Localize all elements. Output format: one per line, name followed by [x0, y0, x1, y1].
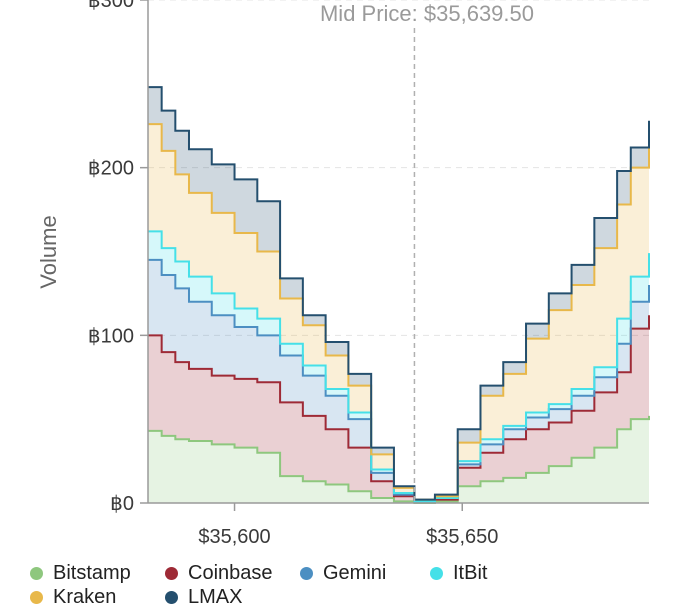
axis-ticks: ฿0 ฿100 ฿200 ฿300 $35,600 $35,650 [88, 0, 498, 548]
x-tick-label: $35,650 [426, 526, 498, 548]
legend-dot-icon [30, 566, 43, 580]
y-tick-label: ฿200 [88, 158, 134, 180]
legend-label: Kraken [53, 585, 117, 608]
legend-item-lmax[interactable]: LMAX [165, 585, 242, 609]
legend-dot-icon [165, 566, 178, 580]
area-bitstamp [148, 415, 649, 503]
line-lmax [148, 86, 650, 501]
legend-item-coinbase[interactable]: Coinbase [165, 561, 273, 585]
legend-dot-icon [300, 566, 313, 580]
x-tick-label: $35,600 [198, 526, 270, 548]
line-coinbase [148, 315, 650, 503]
y-axis-label: Volume [36, 215, 61, 288]
legend-dot-icon [165, 590, 178, 604]
legend-label: Bitstamp [53, 561, 131, 584]
legend-item-kraken[interactable]: Kraken [30, 585, 116, 609]
series-lines [148, 86, 650, 504]
legend-dot-icon [30, 590, 43, 604]
legend-item-itbit[interactable]: ItBit [430, 561, 487, 585]
y-tick-label: ฿300 [88, 0, 134, 12]
mid-price-label: Mid Price: $35,639.50 [320, 1, 534, 26]
y-tick-label: ฿100 [88, 325, 134, 347]
legend-label: Gemini [323, 561, 387, 584]
area-kraken [148, 124, 649, 502]
legend-label: ItBit [453, 561, 488, 584]
area-series [148, 87, 649, 503]
y-tick-label: ฿0 [110, 493, 134, 515]
line-bitstamp [148, 415, 650, 504]
line-itbit [148, 230, 650, 503]
legend-item-bitstamp[interactable]: Bitstamp [30, 561, 131, 585]
legend-dot-icon [430, 566, 443, 580]
legend-label: Coinbase [188, 561, 273, 584]
legend-item-gemini[interactable]: Gemini [300, 561, 386, 585]
area-coinbase [148, 315, 649, 503]
legend-label: LMAX [188, 585, 243, 608]
